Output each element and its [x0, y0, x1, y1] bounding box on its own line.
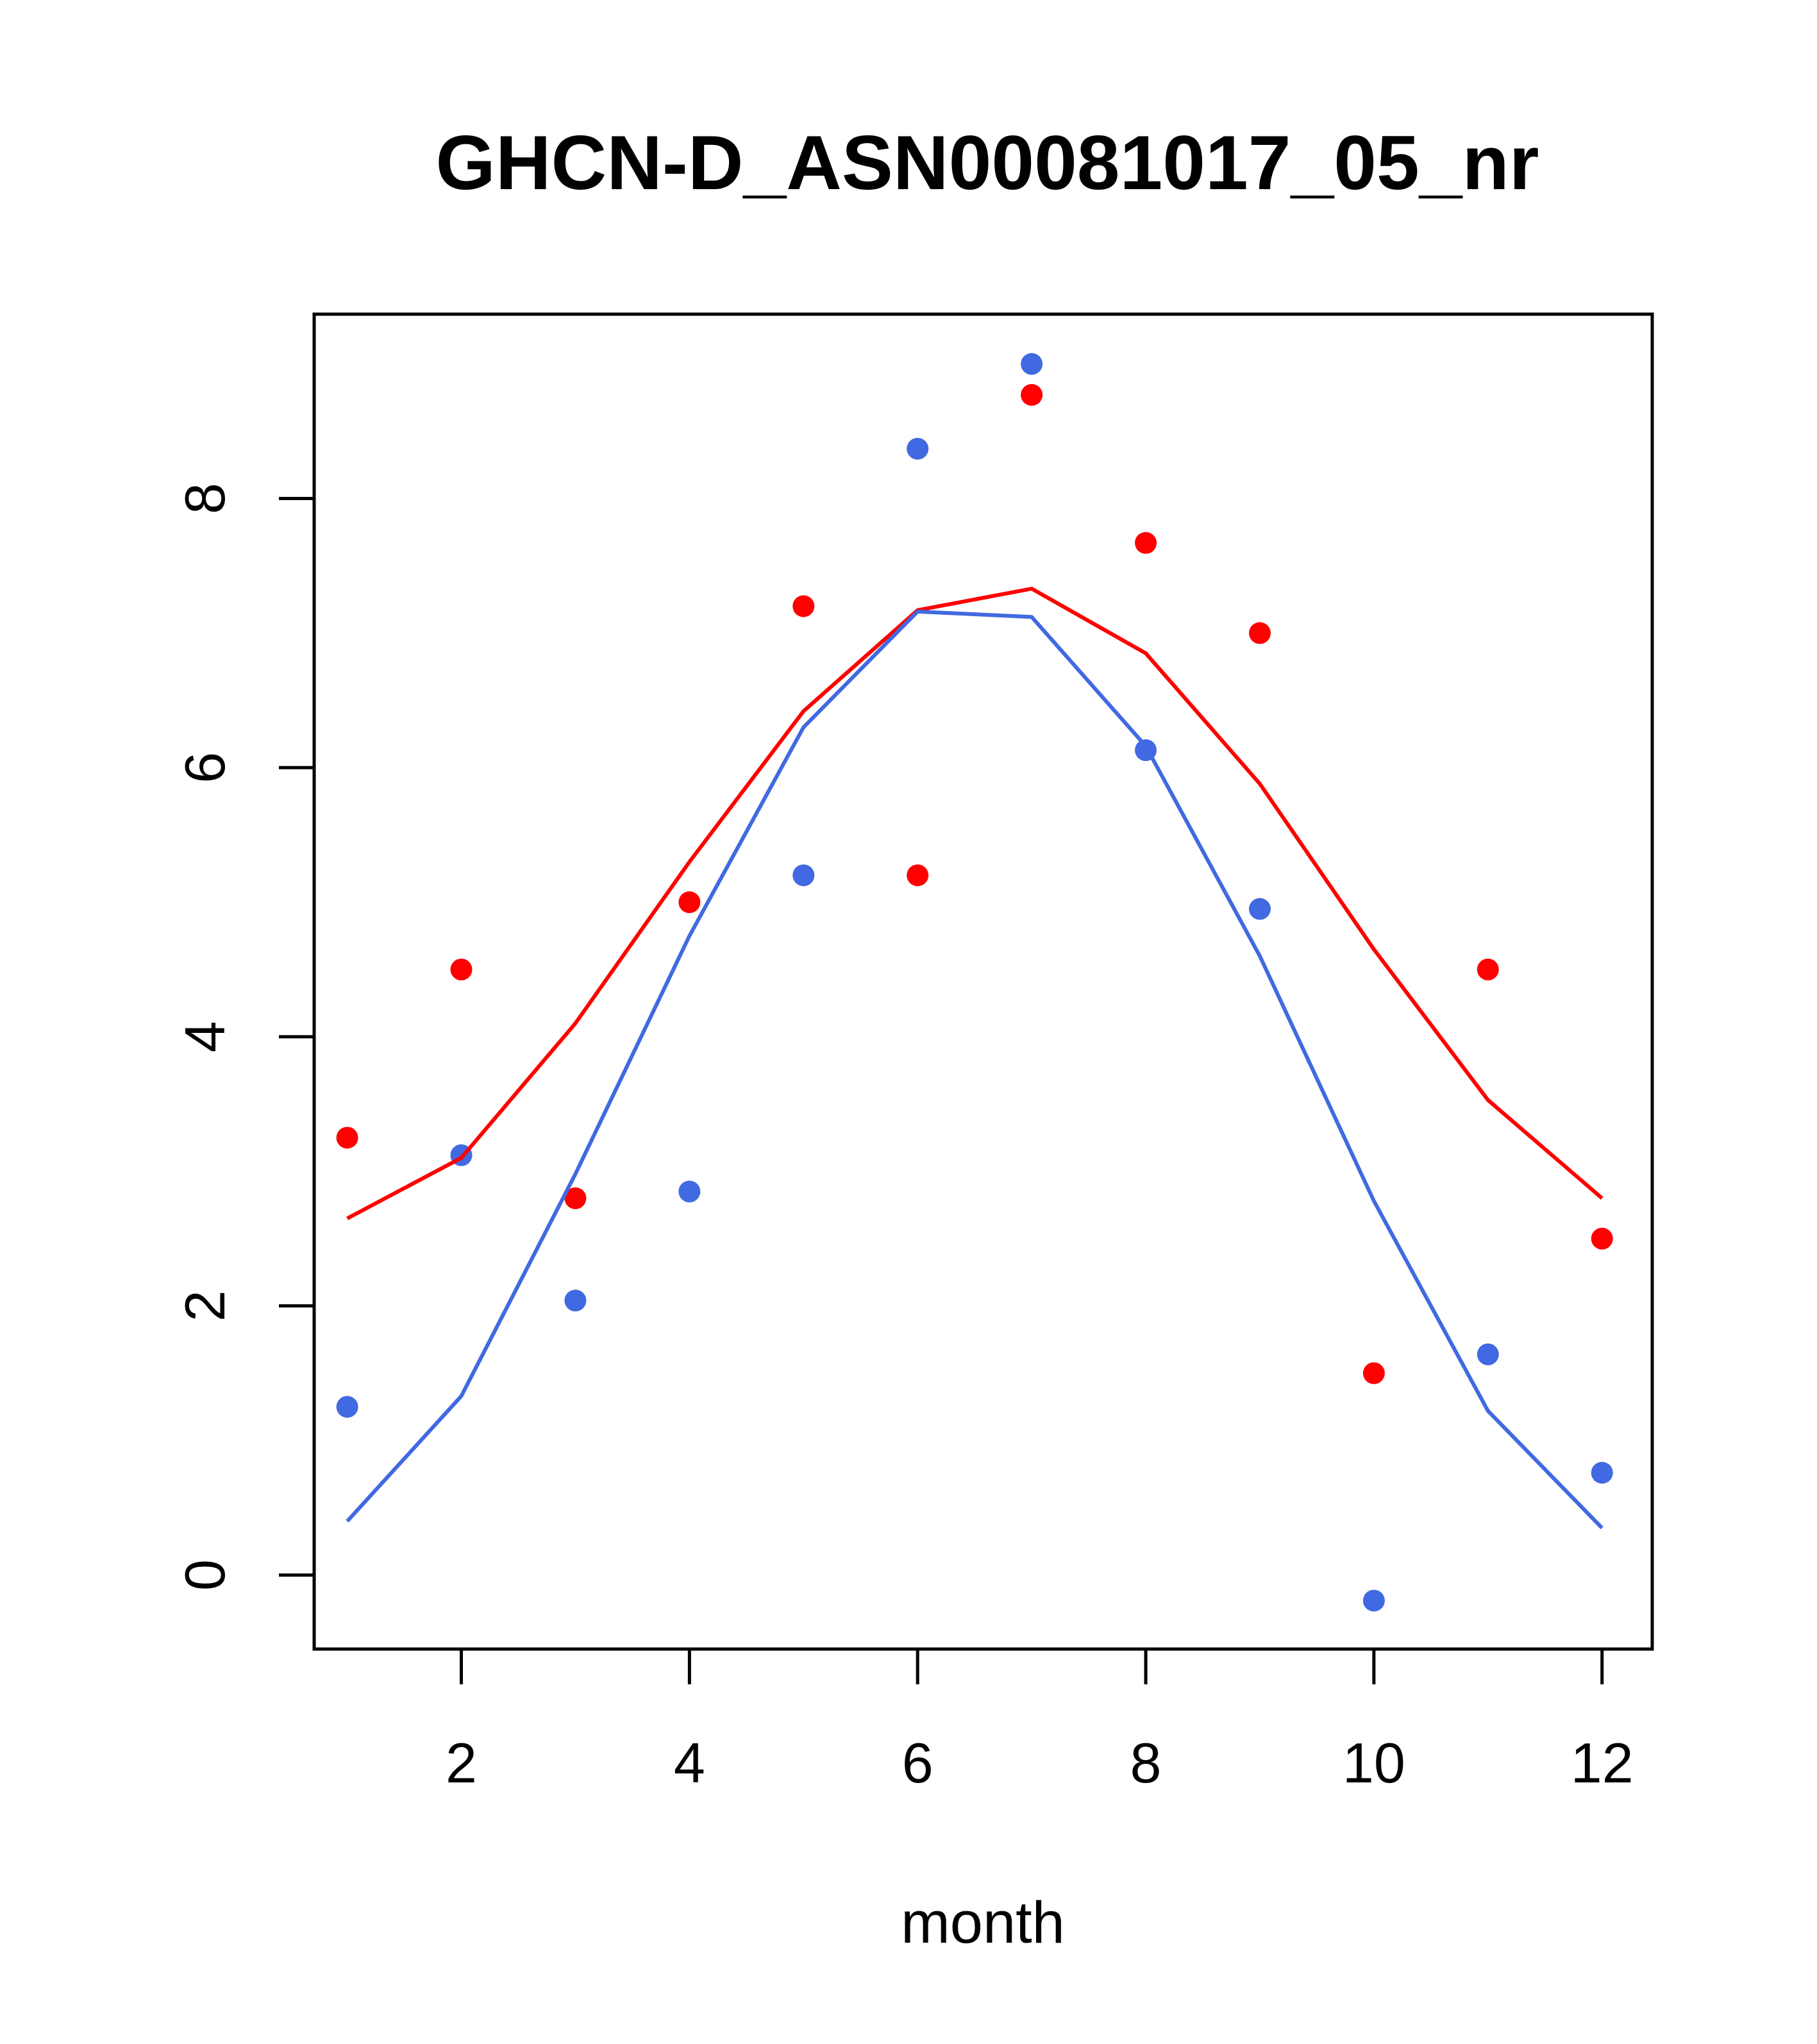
x-axis: 2 4 6 8 10 12	[446, 1647, 1634, 1795]
data-point	[907, 437, 929, 460]
plot-frame	[312, 312, 1654, 1651]
data-point	[1021, 383, 1043, 406]
x-axis-label: month	[901, 1890, 1065, 1956]
x-tick-label: 10	[1343, 1731, 1405, 1795]
y-tick-label: 4	[173, 1021, 237, 1053]
series-layer	[336, 353, 1613, 1612]
data-point	[336, 1396, 358, 1418]
x-tick-label: 4	[674, 1731, 705, 1795]
data-point	[1477, 1343, 1499, 1366]
y-axis: 0 2 4 6 8	[173, 483, 316, 1591]
x-tick-label: 6	[902, 1731, 934, 1795]
data-point	[678, 1180, 701, 1203]
y-tick-label: 6	[173, 752, 237, 783]
y-tick-label: 8	[173, 483, 237, 514]
series-line-2	[346, 587, 1603, 1221]
data-point	[336, 1127, 358, 1149]
x-tick-label: 8	[1130, 1731, 1162, 1795]
data-point	[792, 864, 815, 887]
chart-title: GHCN-D_ASN00081017_05_nr	[436, 120, 1539, 206]
y-tick-label: 2	[173, 1290, 237, 1321]
data-point	[678, 891, 701, 914]
data-point	[564, 1289, 587, 1312]
data-point	[1135, 532, 1157, 554]
data-point	[1021, 353, 1043, 375]
series-line-3	[346, 609, 1603, 1530]
data-point	[564, 1187, 587, 1209]
data-point	[1477, 959, 1499, 981]
data-point	[907, 864, 929, 887]
data-point	[450, 959, 473, 981]
data-point	[1591, 1462, 1613, 1484]
data-point	[1248, 622, 1271, 644]
x-tick-label: 2	[446, 1731, 477, 1795]
data-point	[1248, 898, 1271, 920]
data-point	[1591, 1227, 1613, 1250]
data-point	[1362, 1362, 1385, 1384]
y-tick-label: 0	[173, 1559, 237, 1591]
data-point	[792, 595, 815, 617]
x-tick-label: 12	[1571, 1731, 1634, 1795]
data-point	[1362, 1589, 1385, 1612]
